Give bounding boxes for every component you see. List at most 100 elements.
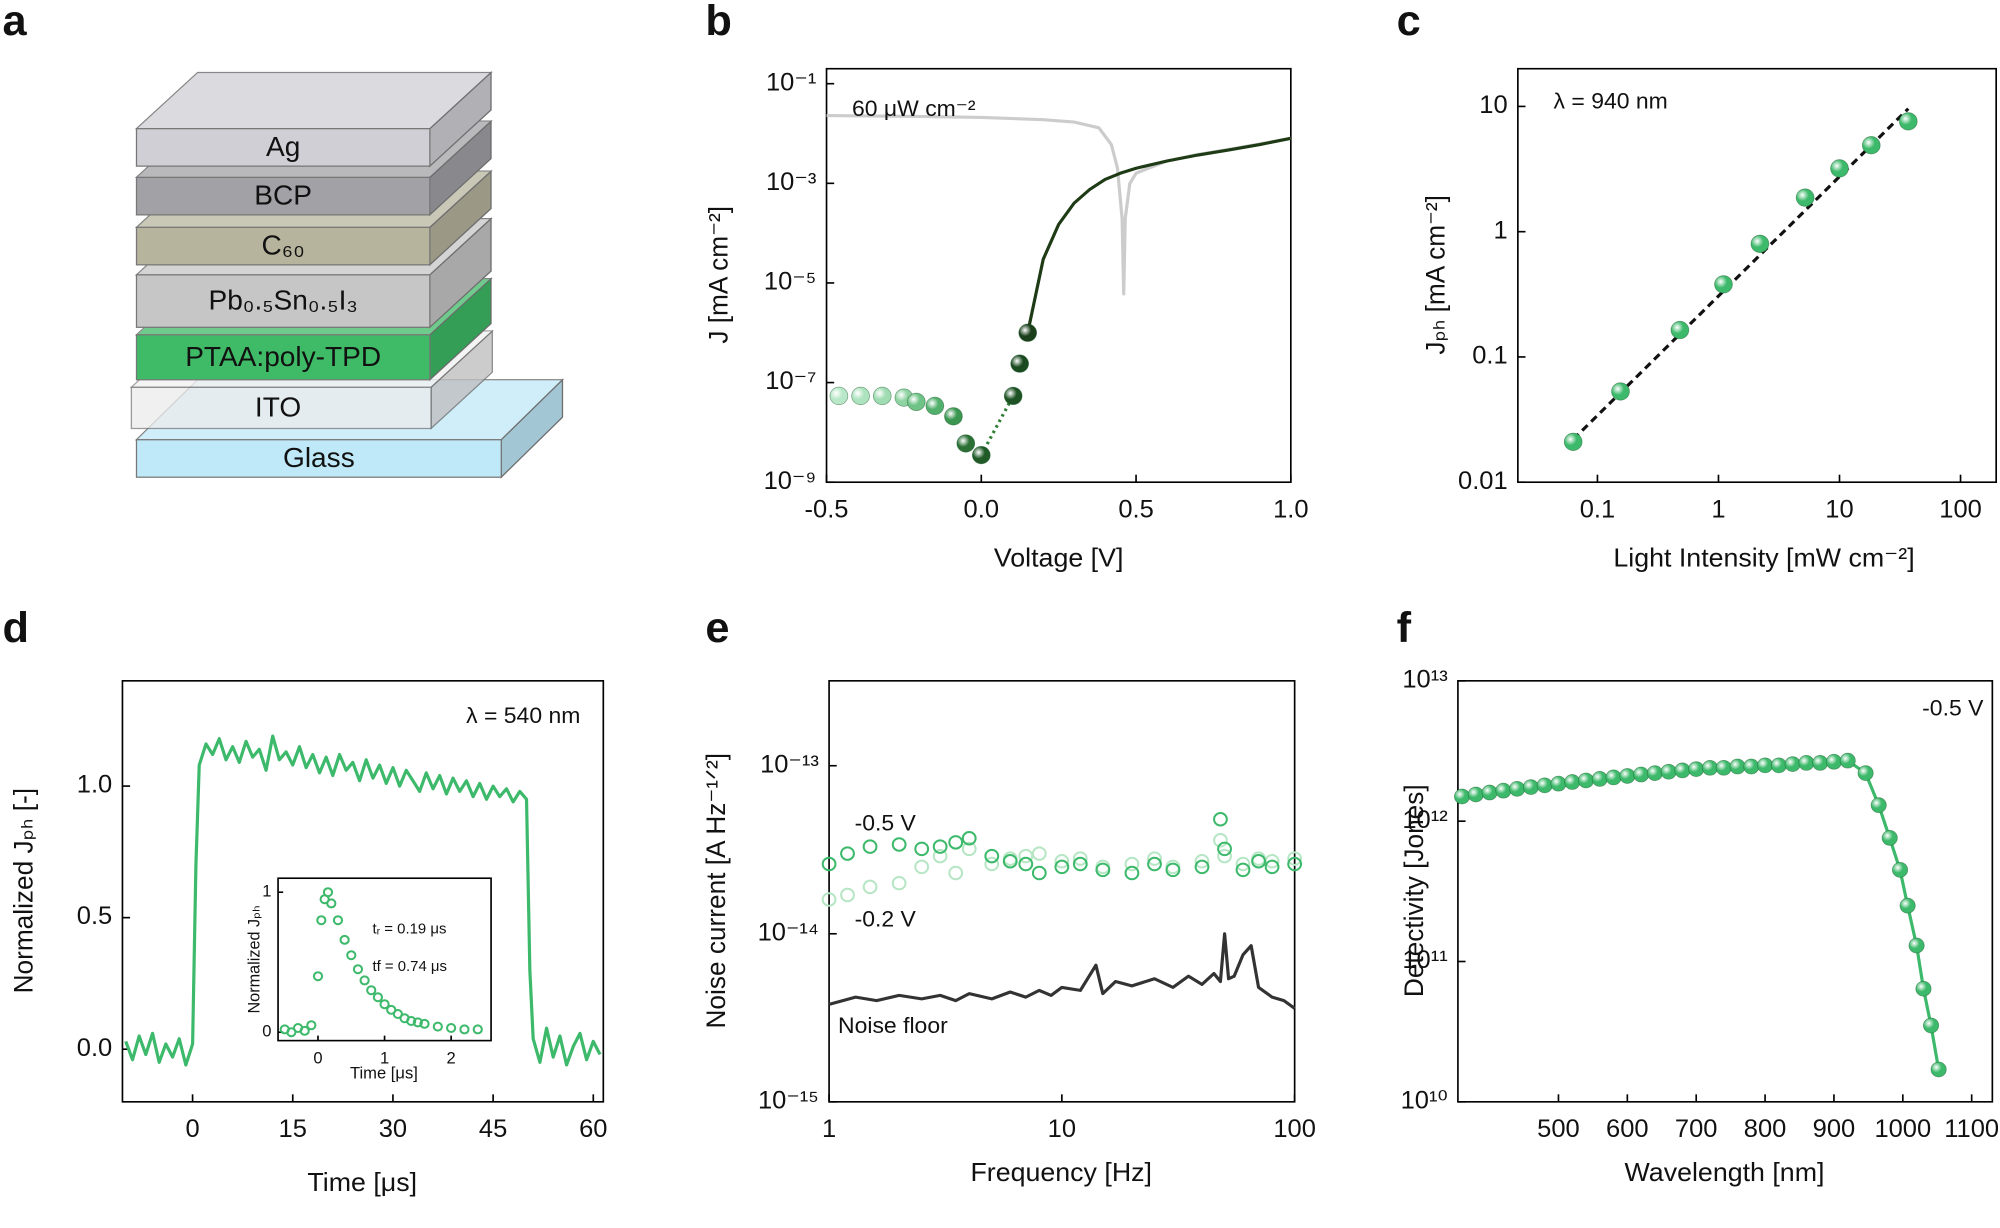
ring-marker [840,846,855,861]
layer-side-shade [429,171,492,265]
x-tick-label: 2 [447,1050,456,1068]
x-tick-label: 1100 [1944,1115,1999,1143]
sphere-marker [1495,782,1512,799]
ring-marker [459,1024,470,1035]
x-tick-label: 0 [313,1050,322,1068]
sphere-marker [1670,320,1690,340]
panel-label: f [1397,605,1412,652]
x-axis-label: Frequency [Hz] [970,1157,1152,1187]
plot-frame [825,67,1292,484]
y-tick-label: 10¹³ [1402,666,1447,694]
sphere-marker [1714,275,1733,294]
ring-marker [379,999,390,1010]
ring-marker [932,839,948,854]
y-axis-label: Normalized Jₚₕ [245,905,263,1013]
plot-frame [1457,680,1994,1103]
layer-label: BCP [254,180,312,211]
sphere-marker [925,396,945,416]
sphere-marker [1899,897,1916,914]
ring-marker [299,1025,310,1036]
layer-front [135,334,431,381]
y-tick-label: 10⁻¹⁵ [758,1087,819,1115]
ring-marker [891,875,907,891]
layer-side-shade [429,121,492,215]
ring-marker [1217,841,1232,857]
plot-frame [828,680,1296,1103]
layer-top-shade [136,72,492,129]
x-tick-label: 0 [185,1115,199,1143]
y-tick-label: 0.0 [77,1034,112,1062]
series-name: Noise floor [838,1012,948,1038]
ring-marker [372,992,384,1003]
layer-side-shade [501,379,563,478]
ring-marker [891,837,907,852]
ring-marker [352,964,364,975]
ring-marker [1072,856,1088,872]
ring-marker [1287,856,1303,872]
ring-marker [961,841,977,857]
ring-marker [1124,856,1140,872]
series-line [979,395,1015,456]
sphere-marker [1908,937,1925,954]
ring-marker [322,887,334,898]
sphere-marker [1715,759,1732,776]
ring-marker [1217,848,1232,864]
y-tick-label: 10⁻¹⁴ [758,919,819,947]
y-tick-label: 10¹¹ [1402,946,1447,974]
sphere-marker [1915,980,1932,997]
ring-marker [1235,856,1251,872]
sphere-marker [971,445,991,465]
sphere-marker [1633,766,1650,783]
y-tick-label: 1 [262,883,271,901]
sphere-marker [1509,780,1526,797]
layer-front [135,226,431,266]
ring-marker [332,915,344,926]
x-tick-label: 0.5 [1118,496,1153,524]
sphere-marker [1536,777,1553,794]
x-tick-label: 1.0 [1273,496,1308,524]
ring-marker [1147,856,1162,872]
sphere-marker [944,407,963,426]
layer-label: C₆₀ [262,230,305,261]
sphere-marker [1018,323,1038,342]
sphere-marker [1646,765,1663,781]
y-tick-label: 10⁻¹³ [760,751,819,779]
y-axis-label: Detectivity [Jones] [1399,784,1429,997]
layer-label: Pb₀.₅Sn₀.₅I₃ [208,285,357,316]
panel-label: e [705,605,729,652]
layer-label: Glass [283,442,355,473]
ring-marker [914,859,930,875]
ring-marker [862,879,878,895]
y-tick-label: 10¹² [1402,806,1447,834]
layer-front [135,176,431,216]
ring-marker [432,1021,443,1032]
sphere-marker [1757,757,1774,774]
sphere-marker [1857,765,1874,781]
sphere-marker [1798,755,1815,771]
y-tick-label: 1 [1493,217,1507,245]
ring-marker [1194,854,1210,869]
sphere-marker [1830,159,1849,178]
sphere-marker [1619,768,1636,784]
ring-marker [1031,865,1047,881]
series-line [1572,107,1910,441]
sphere-marker [1743,758,1760,775]
x-tick-label: 600 [1606,1115,1649,1143]
y-tick-label: 1.0 [77,771,112,799]
x-tick-label: 60 [579,1115,607,1143]
sphere-marker [1870,797,1887,814]
sphere-marker [829,386,849,406]
layer-front [135,439,502,478]
sphere-marker [851,386,870,406]
annotation: 60 μW cm⁻² [852,95,976,121]
y-tick-label: 10⁻⁷ [765,367,816,395]
layer-front [135,128,431,167]
series-line [828,932,1296,1010]
ring-marker [359,975,370,986]
layer-side-shade [431,331,493,429]
panel-label: d [3,605,29,652]
sphere-marker [1660,763,1677,780]
ring-marker [1235,862,1251,878]
